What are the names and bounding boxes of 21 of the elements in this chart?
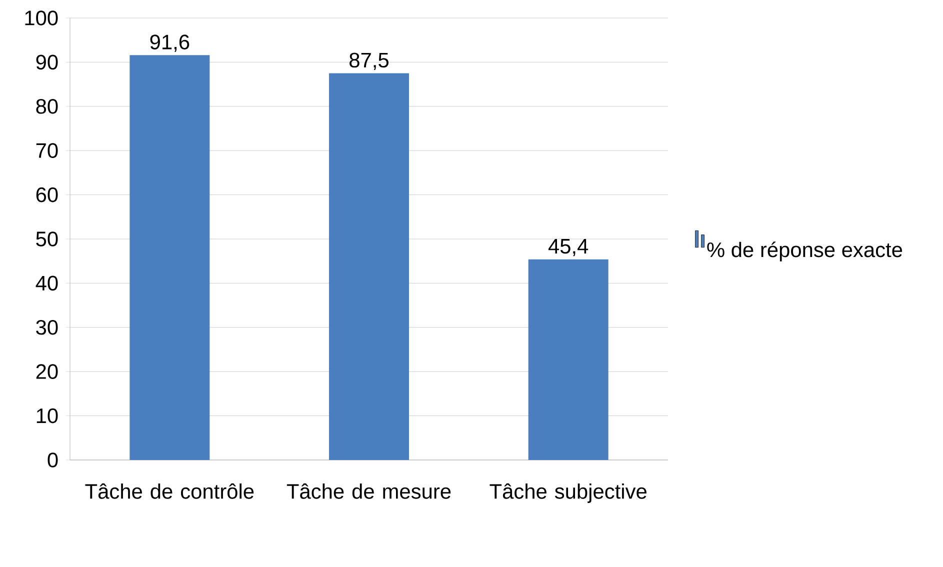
y-tick-label: 0 — [48, 452, 58, 468]
y-tick-label: 60 — [36, 187, 58, 202]
y-tick-label: 50 — [36, 232, 58, 246]
data-label: 45,4 — [548, 239, 588, 256]
y-tick-label: 20 — [36, 364, 58, 379]
data-label: 87,5 — [350, 52, 388, 70]
y-tick-label: 100 — [25, 10, 58, 26]
legend-label: % de réponse exacte — [707, 242, 902, 262]
y-tick-label: 40 — [36, 276, 58, 291]
x-tick-label: Tâche de mesure — [286, 483, 451, 499]
bar — [528, 259, 608, 460]
data-label: 91,6 — [150, 34, 190, 52]
x-tick-label: Tâche de contrôle — [85, 483, 254, 499]
y-tick-label: 80 — [36, 98, 58, 114]
bar — [329, 73, 410, 460]
y-tick-label: 10 — [36, 408, 58, 424]
y-tick-label: 30 — [36, 320, 58, 335]
y-tick-label: 90 — [36, 54, 58, 70]
y-tick-label: 70 — [36, 143, 58, 158]
bar — [130, 55, 210, 460]
x-tick-label: Tâche subjective — [490, 483, 646, 503]
